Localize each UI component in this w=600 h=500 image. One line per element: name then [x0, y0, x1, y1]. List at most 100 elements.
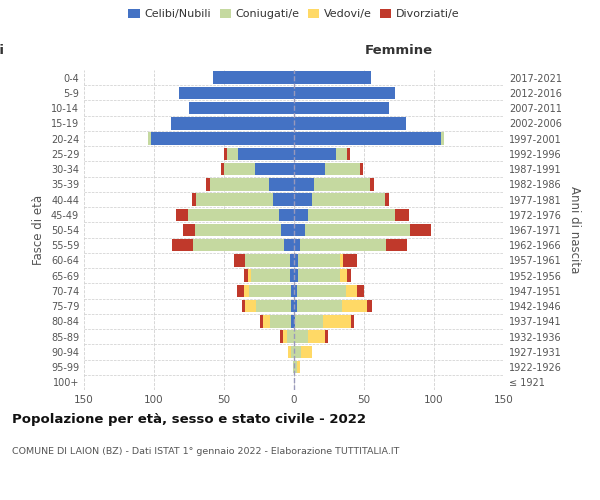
- Bar: [281, 224, 294, 236]
- Bar: [347, 148, 350, 160]
- Bar: [249, 284, 291, 297]
- Bar: [298, 254, 340, 266]
- Text: Femmine: Femmine: [365, 44, 433, 57]
- Bar: [294, 330, 308, 343]
- Bar: [367, 300, 373, 312]
- Bar: [251, 270, 290, 282]
- Bar: [294, 239, 299, 252]
- Bar: [148, 132, 151, 145]
- Bar: [291, 300, 294, 312]
- Bar: [210, 178, 269, 190]
- Bar: [294, 270, 298, 282]
- Bar: [196, 194, 273, 206]
- Bar: [325, 330, 328, 343]
- Bar: [323, 315, 352, 328]
- Bar: [294, 178, 314, 190]
- Y-axis label: Fasce di età: Fasce di età: [32, 195, 45, 265]
- Bar: [236, 284, 244, 297]
- Bar: [283, 330, 287, 343]
- Bar: [193, 239, 284, 252]
- Bar: [294, 86, 395, 99]
- Bar: [297, 300, 341, 312]
- Bar: [248, 270, 251, 282]
- Bar: [206, 178, 210, 190]
- Bar: [325, 163, 360, 175]
- Bar: [294, 254, 298, 266]
- Bar: [291, 346, 294, 358]
- Bar: [301, 346, 312, 358]
- Bar: [294, 300, 297, 312]
- Bar: [299, 239, 386, 252]
- Bar: [410, 224, 431, 236]
- Bar: [294, 194, 312, 206]
- Bar: [194, 224, 281, 236]
- Bar: [245, 254, 290, 266]
- Bar: [294, 132, 441, 145]
- Text: Popolazione per età, sesso e stato civile - 2022: Popolazione per età, sesso e stato civil…: [12, 412, 366, 426]
- Bar: [346, 284, 357, 297]
- Bar: [278, 208, 294, 221]
- Bar: [294, 315, 295, 328]
- Bar: [260, 315, 263, 328]
- Bar: [294, 224, 305, 236]
- Bar: [273, 194, 294, 206]
- Bar: [171, 117, 294, 130]
- Bar: [245, 300, 256, 312]
- Bar: [294, 284, 297, 297]
- Bar: [357, 284, 364, 297]
- Bar: [192, 194, 196, 206]
- Bar: [314, 178, 370, 190]
- Bar: [294, 148, 336, 160]
- Bar: [294, 163, 325, 175]
- Legend: Celibi/Nubili, Coniugati/e, Vedovi/e, Divorziati/e: Celibi/Nubili, Coniugati/e, Vedovi/e, Di…: [125, 6, 463, 22]
- Bar: [227, 148, 238, 160]
- Bar: [441, 132, 444, 145]
- Text: Maschi: Maschi: [0, 44, 5, 57]
- Bar: [189, 102, 294, 115]
- Bar: [256, 300, 291, 312]
- Bar: [360, 163, 362, 175]
- Bar: [269, 178, 294, 190]
- Bar: [297, 361, 299, 374]
- Bar: [270, 315, 291, 328]
- Bar: [224, 163, 255, 175]
- Bar: [305, 224, 410, 236]
- Text: COMUNE DI LAION (BZ) - Dati ISTAT 1° gennaio 2022 - Elaborazione TUTTITALIA.IT: COMUNE DI LAION (BZ) - Dati ISTAT 1° gen…: [12, 448, 400, 456]
- Bar: [287, 330, 294, 343]
- Bar: [294, 102, 389, 115]
- Bar: [294, 208, 308, 221]
- Bar: [386, 239, 407, 252]
- Bar: [294, 72, 371, 84]
- Bar: [151, 132, 294, 145]
- Bar: [340, 254, 343, 266]
- Bar: [291, 284, 294, 297]
- Bar: [308, 208, 395, 221]
- Bar: [213, 72, 294, 84]
- Bar: [294, 346, 301, 358]
- Bar: [293, 361, 294, 374]
- Bar: [341, 300, 367, 312]
- Bar: [291, 315, 294, 328]
- Bar: [221, 163, 224, 175]
- Bar: [179, 86, 294, 99]
- Bar: [188, 208, 278, 221]
- Bar: [294, 117, 406, 130]
- Bar: [280, 330, 283, 343]
- Bar: [290, 254, 294, 266]
- Bar: [352, 315, 354, 328]
- Bar: [370, 178, 374, 190]
- Bar: [242, 300, 245, 312]
- Bar: [336, 148, 347, 160]
- Bar: [244, 284, 249, 297]
- Bar: [172, 239, 193, 252]
- Bar: [295, 315, 323, 328]
- Bar: [294, 361, 297, 374]
- Bar: [312, 194, 385, 206]
- Bar: [255, 163, 294, 175]
- Bar: [347, 270, 352, 282]
- Bar: [244, 270, 248, 282]
- Bar: [238, 148, 294, 160]
- Bar: [284, 239, 294, 252]
- Bar: [184, 224, 194, 236]
- Bar: [343, 254, 357, 266]
